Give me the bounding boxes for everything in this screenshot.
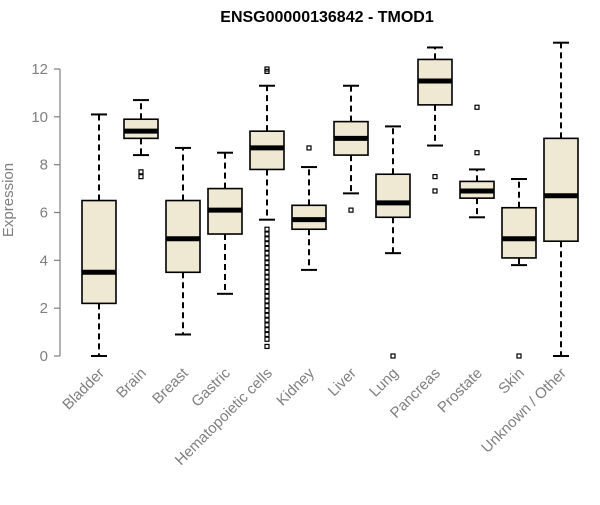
box-group: [249, 66, 285, 350]
iqr-box: [375, 173, 411, 219]
iqr-box: [81, 199, 117, 305]
outlier-point: [264, 279, 270, 285]
outlier-point: [264, 288, 270, 295]
box-group: [459, 104, 495, 219]
outlier-point: [264, 293, 270, 299]
iqr-box: [543, 137, 579, 243]
outlier-point: [264, 274, 270, 280]
outlier-point: [264, 231, 270, 237]
box-group: [291, 145, 327, 271]
box-group: [207, 151, 243, 295]
x-tick-label: Skin: [495, 365, 528, 398]
y-axis: 0 2 4 6 8 10 12: [31, 61, 61, 365]
chart-title: ENSG00000136842 - TMOD1: [220, 9, 434, 26]
box-group: [375, 125, 411, 359]
box-group: [123, 99, 159, 180]
outlier-point: [306, 145, 312, 151]
outlier-point: [264, 336, 270, 342]
outlier-point: [264, 312, 270, 318]
plot-area: [81, 41, 579, 359]
outlier-point: [390, 353, 396, 359]
y-tick-label: 4: [40, 252, 48, 269]
x-tick-label: Liver: [325, 365, 360, 400]
y-axis-label: Expression: [0, 163, 17, 237]
box-group: [543, 41, 579, 357]
box-group: [333, 84, 369, 213]
outlier-point: [138, 169, 144, 175]
outlier-point: [432, 188, 438, 194]
outlier-point: [264, 343, 270, 350]
box-group: [81, 113, 117, 357]
box-group: [501, 178, 537, 359]
outlier-point: [264, 250, 270, 256]
outlier-point: [264, 226, 270, 232]
outlier-point: [264, 240, 270, 247]
outlier-point: [264, 298, 270, 304]
outlier-point: [264, 327, 270, 333]
outlier-point: [264, 284, 270, 290]
outlier-point: [474, 104, 480, 110]
outlier-point: [264, 245, 270, 251]
y-tick-label: 10: [31, 109, 48, 126]
outlier-point: [264, 331, 270, 338]
outlier-point: [432, 174, 438, 180]
outlier-point: [474, 150, 480, 156]
y-tick-label: 6: [40, 205, 48, 222]
x-tick-label: Bladder: [59, 365, 108, 414]
x-tick-label: Brain: [113, 365, 150, 402]
outlier-point: [516, 353, 522, 359]
outlier-point: [264, 317, 270, 323]
x-tick-label: Lung: [366, 365, 402, 401]
outlier-point: [264, 307, 270, 314]
outlier-point: [264, 322, 270, 328]
outlier-point: [138, 174, 144, 180]
box-group: [417, 46, 453, 194]
box-group: [165, 146, 201, 336]
x-tick-label: Breast: [149, 364, 192, 407]
outlier-point: [264, 303, 270, 309]
x-tick-label: Prostate: [434, 365, 486, 417]
y-tick-label: 12: [31, 61, 48, 78]
x-tick-label: Kidney: [273, 364, 318, 409]
y-tick-label: 0: [40, 348, 48, 365]
outlier-point: [264, 68, 270, 74]
outlier-point: [348, 207, 354, 213]
y-tick-label: 2: [40, 300, 48, 317]
outlier-point: [264, 260, 270, 266]
outlier-point: [264, 269, 270, 275]
outlier-point: [264, 236, 270, 242]
iqr-box: [501, 206, 537, 259]
outlier-point: [264, 264, 270, 271]
outlier-point: [264, 255, 270, 261]
y-tick-label: 8: [40, 157, 48, 174]
